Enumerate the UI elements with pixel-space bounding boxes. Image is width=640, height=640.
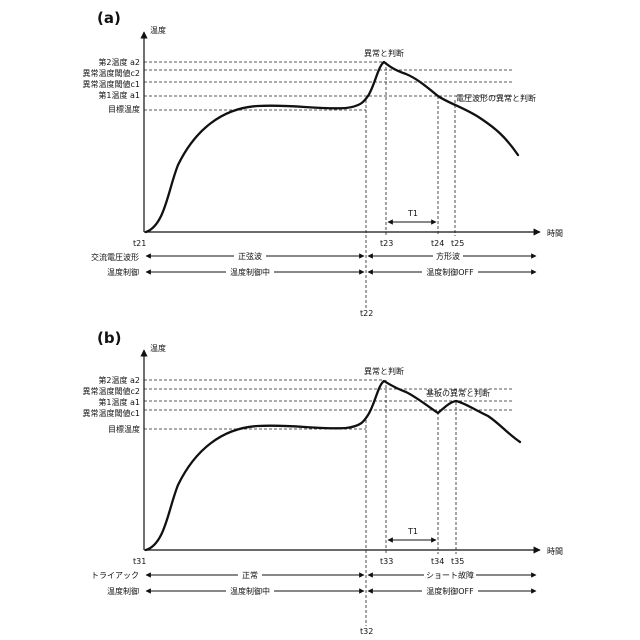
panel-b-level-target-label: 目標温度 [108,424,140,434]
panel-a-row1-left-label: 正弦波 [238,251,262,261]
panel-a-level-a1-label: 第1温度 a1 [98,90,140,100]
panel-b-level-a2-label: 第2温度 a2 [98,375,140,385]
panel-b-row2-left-label: 温度制御中 [230,586,270,596]
panel-a-row1-right-label: 方形波 [436,251,460,261]
panel-a-time-t24-label: t24 [431,239,444,248]
panel-b-time-t34-label: t34 [431,557,444,566]
panel-b-level-a1-label: 第1温度 a1 [98,397,140,407]
panel-a-time-mid-label: t22 [360,309,373,318]
panel-b-row2-right-label: 温度制御OFF [426,586,474,596]
panel-b-t1-label: T1 [407,527,418,536]
panel-b-row2-name: 温度制御 [107,586,139,596]
panel-a-row2-right-label: 温度制御OFF [426,267,474,277]
panel-b-time-t35-label: t35 [451,557,464,566]
panel-a-temperature-curve [146,62,518,232]
panel-a-y-axis-label: 温度 [150,25,166,35]
panel-a-row1-name: 交流電圧波形 [91,252,139,262]
panel-a: (a) 温度 時間 第2温度 a2 異常温度閾値c2 異常温度閾値c1 第1温度… [83,9,564,318]
panel-a-x-axis-label: 時間 [547,229,563,238]
panel-b-row1-name: トライアック [91,571,139,580]
panel-b-row1-left-label: 正常 [242,571,258,580]
panel-a-annotation-second: 電圧波形の異常と判断 [456,93,536,103]
panel-b-annotation-peak: 異常と判断 [364,366,404,376]
panel-a-level-c2-label: 異常温度閾値c2 [83,68,141,78]
panel-b-level-c1-label: 異常温度閾値c1 [83,408,141,418]
panel-a-t1-label: T1 [407,209,418,218]
panel-a-annotation-peak: 異常と判断 [364,48,404,58]
panel-b-time-start-label: t31 [133,557,146,566]
panel-b-temperature-curve [146,381,520,550]
panel-b-x-axis-label: 時間 [547,547,563,556]
panel-a-row2-name: 温度制御 [107,267,139,277]
panel-a-time-t25-label: t25 [451,239,464,248]
panel-b-letter: (b) [97,329,121,347]
panel-b-annotation-second: 基板の異常と判断 [426,388,490,398]
panel-a-time-start-label: t21 [133,239,146,248]
panel-a-row2-left-label: 温度制御中 [230,267,270,277]
panel-a-time-t23-label: t23 [380,239,393,248]
panel-b-y-axis-label: 温度 [150,343,166,353]
panel-b: (b) 温度 時間 第2温度 a2 異常温度閾値c2 第1温度 a1 異常温度閾… [83,329,564,636]
panel-a-letter: (a) [97,9,121,27]
panel-a-level-target-label: 目標温度 [108,104,140,114]
panel-a-level-a2-label: 第2温度 a2 [98,57,140,67]
panel-b-time-mid-label: t32 [360,627,373,636]
panel-b-level-c2-label: 異常温度閾値c2 [83,386,141,396]
panel-a-level-c1-label: 異常温度閾値c1 [83,79,141,89]
panel-b-row1-right-label: ショート故障 [426,570,474,580]
panel-b-time-t33-label: t33 [380,557,393,566]
